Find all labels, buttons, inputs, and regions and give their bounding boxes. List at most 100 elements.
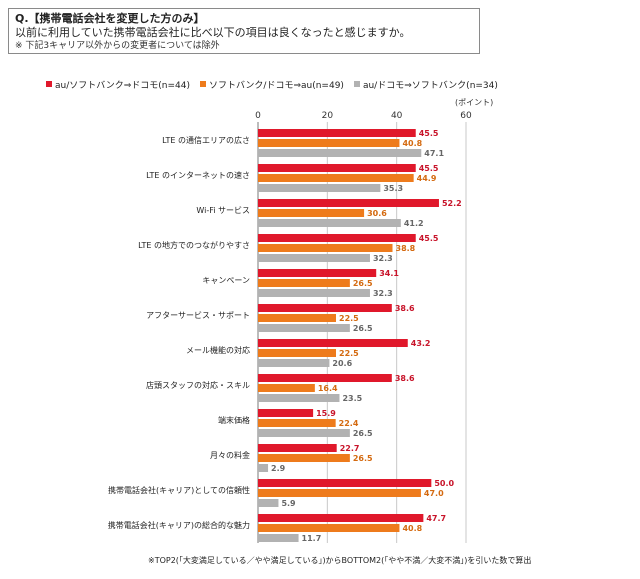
data-label: 52.2 xyxy=(442,199,462,208)
data-label: 47.7 xyxy=(426,514,446,523)
data-label: 2.9 xyxy=(271,464,286,473)
bar xyxy=(258,454,350,462)
data-label: 5.9 xyxy=(281,499,296,508)
bar xyxy=(258,479,432,487)
category-label: 携帯電話会社(キャリア)としての信頼性 xyxy=(108,485,250,495)
bar xyxy=(258,339,408,347)
data-label: 40.8 xyxy=(402,524,422,533)
legend-swatch-3 xyxy=(353,81,360,87)
category-label: LTE の通信エリアの広さ xyxy=(162,135,250,145)
question-note: ※ 下記3キャリア以外からの変更者については除外 xyxy=(15,41,220,51)
data-label: 44.9 xyxy=(417,174,437,183)
x-tick-label: 0 xyxy=(255,111,261,121)
bar xyxy=(258,184,381,192)
bar xyxy=(258,534,299,542)
bar xyxy=(258,269,377,277)
data-label: 22.4 xyxy=(339,419,359,428)
category-label: メール機能の対応 xyxy=(186,345,250,355)
unit-label: (ポイント) xyxy=(455,98,494,107)
category-label: アフターサービス・サポート xyxy=(146,311,250,320)
category-label: 店頭スタッフの対応・スキル xyxy=(146,380,250,390)
bar xyxy=(258,444,337,452)
data-label: 47.0 xyxy=(424,489,444,498)
data-label: 38.6 xyxy=(395,304,415,313)
data-label: 45.5 xyxy=(419,164,439,173)
bar xyxy=(258,374,392,382)
question-text: 以前に利用していた携帯電話会社に比べ以下の項目は良くなったと感じますか。 xyxy=(15,26,411,39)
bar xyxy=(258,209,365,217)
x-tick-label: 60 xyxy=(460,111,472,121)
category-label: 月々の料金 xyxy=(210,450,250,460)
bar xyxy=(258,304,392,312)
bar xyxy=(258,164,416,172)
bar xyxy=(258,429,350,437)
bar xyxy=(258,254,370,262)
data-label: 30.6 xyxy=(367,209,387,218)
bar xyxy=(258,359,330,367)
category-label: Wi-Fi サービス xyxy=(196,206,250,215)
legend-item-2: ソフトバンク/ドコモ⇒au(n=49) xyxy=(199,78,344,91)
bar xyxy=(258,499,279,507)
data-label: 26.5 xyxy=(353,429,373,438)
category-label: LTE の地方でのつながりやすさ xyxy=(138,240,250,250)
legend-swatch-1 xyxy=(46,81,52,87)
bar xyxy=(258,219,401,227)
legend-swatch-2 xyxy=(199,81,206,87)
legend-item-3: au/ドコモ⇒ソフトバンク(n=34) xyxy=(353,78,498,91)
data-label: 34.1 xyxy=(379,269,399,278)
data-label: 38.8 xyxy=(396,244,416,253)
data-label: 11.7 xyxy=(302,534,322,543)
question-title: Q.【携帯電話会社を変更した方のみ】 xyxy=(15,12,205,25)
bar xyxy=(258,234,416,242)
data-label: 32.3 xyxy=(373,254,393,263)
data-label: 47.1 xyxy=(424,149,444,158)
data-label: 45.5 xyxy=(419,234,439,243)
bar xyxy=(258,514,424,522)
question-box: Q.【携帯電話会社を変更した方のみ】 以前に利用していた携帯電話会社に比べ以下の… xyxy=(8,8,480,54)
bar xyxy=(258,384,315,392)
data-label: 15.9 xyxy=(316,409,336,418)
bar xyxy=(258,129,416,137)
data-label: 22.7 xyxy=(340,444,360,453)
bar xyxy=(258,419,336,427)
bar xyxy=(258,279,350,287)
data-label: 26.5 xyxy=(353,279,373,288)
x-tick-label: 40 xyxy=(391,111,403,121)
data-label: 26.5 xyxy=(353,454,373,463)
data-label: 41.2 xyxy=(404,219,424,228)
x-tick-label: 20 xyxy=(322,111,334,121)
category-label: 端末価格 xyxy=(218,415,250,425)
bar xyxy=(258,464,269,472)
legend-label-2: ソフトバンク/ドコモ⇒au(n=49) xyxy=(208,80,344,91)
chart-legend: au/ソフトバンク⇒ドコモ(n=44) ソフトバンク/ドコモ⇒au(n=49) … xyxy=(46,76,498,92)
data-label: 38.6 xyxy=(395,374,415,383)
bar xyxy=(258,244,393,252)
category-label: 携帯電話会社(キャリア)の総合的な魅力 xyxy=(108,520,250,530)
data-label: 43.2 xyxy=(411,339,431,348)
bar xyxy=(258,149,422,157)
legend-label-1: au/ソフトバンク⇒ドコモ(n=44) xyxy=(55,80,190,91)
bar xyxy=(258,314,336,322)
bar xyxy=(258,174,414,182)
bar xyxy=(258,409,314,417)
category-label: LTE のインターネットの速さ xyxy=(146,171,250,180)
data-label: 40.8 xyxy=(402,139,422,148)
data-label: 16.4 xyxy=(318,384,338,393)
category-label: キャンペーン xyxy=(202,276,250,285)
bar xyxy=(258,199,439,207)
bar xyxy=(258,324,350,332)
data-label: 45.5 xyxy=(419,129,439,138)
data-label: 35.3 xyxy=(383,184,403,193)
data-label: 50.0 xyxy=(434,479,454,488)
bar xyxy=(258,289,370,297)
legend-label-3: au/ドコモ⇒ソフトバンク(n=34) xyxy=(362,80,498,91)
footnote: ※TOP2(「大変満足している／やや満足している」)からBOTTOM2(「やや不… xyxy=(148,556,532,565)
data-label: 22.5 xyxy=(339,314,359,323)
data-label: 20.6 xyxy=(332,359,352,368)
data-label: 32.3 xyxy=(373,289,393,298)
bar xyxy=(258,139,400,147)
bar xyxy=(258,349,336,357)
data-label: 26.5 xyxy=(353,324,373,333)
data-label: 22.5 xyxy=(339,349,359,358)
